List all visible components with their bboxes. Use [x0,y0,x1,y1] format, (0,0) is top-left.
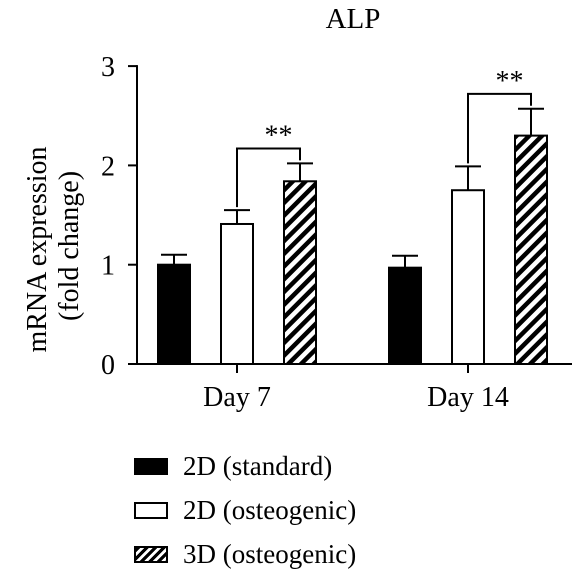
bar [157,263,191,366]
legend-swatch-solid [134,457,168,475]
y-axis-label-line-2: (fold change) [54,171,85,321]
bar [388,266,422,365]
bar [220,222,254,365]
legend-item-2d-osteogenic: 2D (osteogenic) [134,488,356,532]
bar [283,180,317,365]
legend-swatch-open [134,501,168,519]
legend-label: 2D (standard) [183,450,333,481]
y-axis-label: mRNA expression (fold change) [22,139,85,352]
significance-label: ** [496,66,524,97]
bar-chart: ALP mRNA expression (fold change) 0 1 2 3 Da… [22,3,572,413]
significance-bracket [236,147,301,208]
x-tick-label: Day 7 [203,382,271,413]
bar [451,189,485,365]
y-tick-label: 0 [101,350,115,381]
legend-label: 3D (osteogenic) [183,538,357,569]
y-axis-label-line-1: mRNA expression [22,146,53,352]
x-tick-label: Day 14 [427,382,509,413]
legend-swatch-hatched [134,545,168,563]
significance-bracket [467,92,532,164]
legend: 2D (standard) 2D (osteogenic) 3D (osteog… [134,444,356,576]
legend-label: 2D (osteogenic) [183,494,357,525]
legend-item-2d-standard: 2D (standard) [134,444,356,488]
y-tick-label: 3 [101,52,115,83]
significance-label: ** [265,121,293,152]
chart-title: ALP [326,3,381,35]
legend-item-3d-osteogenic: 3D (osteogenic) [134,532,356,576]
bar [514,134,548,365]
y-tick-label: 1 [101,251,115,282]
y-tick-label: 2 [101,151,115,182]
